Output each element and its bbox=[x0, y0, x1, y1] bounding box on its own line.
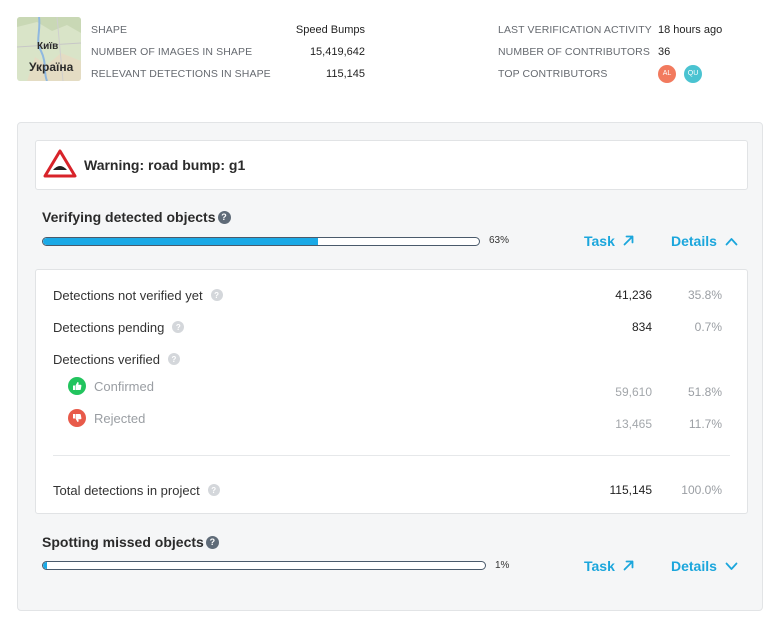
shape-card: Warning: road bump: g1 Verifying detecte… bbox=[17, 122, 763, 611]
top-contributors-label: TOP CONTRIBUTORS bbox=[498, 68, 608, 80]
activity-info: LAST VERIFICATION ACTIVITY 18 hours ago … bbox=[498, 19, 748, 85]
details-toggle-label: Details bbox=[671, 233, 717, 249]
help-icon[interactable]: ? bbox=[207, 484, 220, 496]
last-activity-label: LAST VERIFICATION ACTIVITY bbox=[498, 24, 652, 36]
stat-row-not-verified: Detections not verified yet? 41,236 35.8… bbox=[53, 287, 722, 303]
spotting-progress-text: 1% bbox=[495, 560, 510, 571]
relevant-detections-value: 115,145 bbox=[326, 68, 365, 80]
stat-percent: 35.8% bbox=[687, 288, 722, 302]
arrow-up-right-icon bbox=[623, 233, 634, 249]
task-link-label: Task bbox=[584, 558, 615, 574]
help-icon[interactable]: ? bbox=[210, 289, 223, 301]
detection-class-header: Warning: road bump: g1 bbox=[35, 140, 748, 190]
stat-percent: 11.7% bbox=[688, 417, 722, 431]
spotting-progress-bar bbox=[42, 561, 486, 570]
shape-map-thumbnail: Київ Україна bbox=[17, 17, 81, 81]
verifying-details-toggle[interactable]: Details bbox=[671, 233, 738, 249]
divider bbox=[53, 455, 730, 456]
stat-label: Rejected bbox=[94, 410, 146, 426]
help-icon[interactable]: ? bbox=[167, 353, 180, 365]
verifying-progress-text: 63% bbox=[489, 235, 510, 246]
stat-count: 59,610 bbox=[615, 385, 652, 399]
verifying-progress-fill bbox=[43, 238, 318, 245]
details-toggle-label: Details bbox=[671, 558, 717, 574]
stat-percent: 0.7% bbox=[694, 320, 722, 334]
thumbs-up-icon bbox=[68, 377, 86, 395]
verifying-title: Verifying detected objects ? bbox=[42, 209, 231, 225]
stat-label: Detections not verified yet bbox=[53, 287, 203, 303]
stat-count: 13,465 bbox=[615, 417, 652, 431]
stat-label: Detections verified bbox=[53, 351, 160, 367]
images-count-label: NUMBER OF IMAGES IN SHAPE bbox=[91, 46, 253, 58]
spotting-details-toggle[interactable]: Details bbox=[671, 558, 738, 574]
chevron-down-icon bbox=[725, 558, 738, 574]
stat-percent: 100.0% bbox=[681, 483, 722, 497]
stat-label: Confirmed bbox=[94, 378, 154, 394]
verification-details-panel: Detections not verified yet? 41,236 35.8… bbox=[35, 269, 748, 514]
arrow-up-right-icon bbox=[623, 558, 634, 574]
stat-count: 834 bbox=[631, 320, 652, 334]
stat-row-confirmed: Confirmed 59,610 51.8% bbox=[53, 377, 722, 403]
spotting-task-link[interactable]: Task bbox=[584, 558, 634, 574]
detection-class-title: Warning: road bump: g1 bbox=[84, 157, 246, 173]
verifying-progress-bar bbox=[42, 237, 480, 246]
stat-label: Detections pending bbox=[53, 319, 165, 335]
spotting-title: Spotting missed objects ? bbox=[42, 534, 219, 550]
stat-row-verified: Detections verified? bbox=[53, 351, 722, 367]
spotting-progress-fill bbox=[43, 562, 48, 569]
thumbs-down-icon bbox=[68, 409, 86, 427]
help-icon[interactable]: ? bbox=[217, 210, 231, 224]
stat-row-pending: Detections pending? 834 0.7% bbox=[53, 319, 722, 335]
stat-percent: 51.8% bbox=[687, 385, 722, 399]
help-icon[interactable]: ? bbox=[205, 535, 219, 549]
contributors-count-value: 36 bbox=[658, 46, 671, 58]
stat-row-total: Total detections in project? 115,145 100… bbox=[53, 482, 722, 498]
task-link-label: Task bbox=[584, 233, 615, 249]
map-country-label: Україна bbox=[29, 60, 74, 74]
contributors-count-label: NUMBER OF CONTRIBUTORS bbox=[498, 46, 650, 58]
verifying-title-text: Verifying detected objects bbox=[42, 209, 216, 225]
avatar[interactable]: AL bbox=[658, 65, 676, 83]
map-city-label: Київ bbox=[37, 41, 59, 52]
spotting-title-text: Spotting missed objects bbox=[42, 534, 204, 550]
last-activity-value: 18 hours ago bbox=[658, 24, 723, 36]
stat-label: Total detections in project bbox=[53, 482, 200, 498]
stat-count: 41,236 bbox=[615, 288, 652, 302]
stat-count: 115,145 bbox=[609, 483, 653, 497]
shape-label: SHAPE bbox=[91, 24, 128, 36]
help-icon[interactable]: ? bbox=[172, 321, 185, 333]
shape-info: SHAPE Speed Bumps NUMBER OF IMAGES IN SH… bbox=[91, 19, 365, 85]
verifying-task-link[interactable]: Task bbox=[584, 233, 634, 249]
shape-value: Speed Bumps bbox=[295, 24, 365, 36]
chevron-up-icon bbox=[725, 233, 738, 249]
avatar[interactable]: QU bbox=[684, 65, 702, 83]
relevant-detections-label: RELEVANT DETECTIONS IN SHAPE bbox=[91, 68, 271, 80]
images-count-value: 15,419,642 bbox=[309, 46, 365, 58]
bump-warning-icon bbox=[43, 149, 77, 184]
stat-row-rejected: Rejected 13,465 11.7% bbox=[53, 409, 722, 435]
